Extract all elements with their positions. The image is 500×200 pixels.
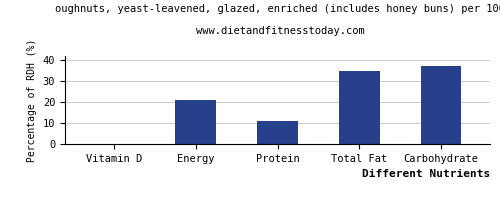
X-axis label: Different Nutrients: Different Nutrients	[362, 169, 490, 179]
Y-axis label: Percentage of RDH (%): Percentage of RDH (%)	[27, 38, 37, 162]
Bar	[339, 71, 380, 144]
Text: www.dietandfitnesstoday.com: www.dietandfitnesstoday.com	[196, 26, 364, 36]
Text: oughnuts, yeast-leavened, glazed, enriched (includes honey buns) per 100: oughnuts, yeast-leavened, glazed, enrich…	[55, 4, 500, 14]
Bar	[420, 66, 462, 144]
Bar	[176, 100, 216, 144]
Bar	[257, 121, 298, 144]
